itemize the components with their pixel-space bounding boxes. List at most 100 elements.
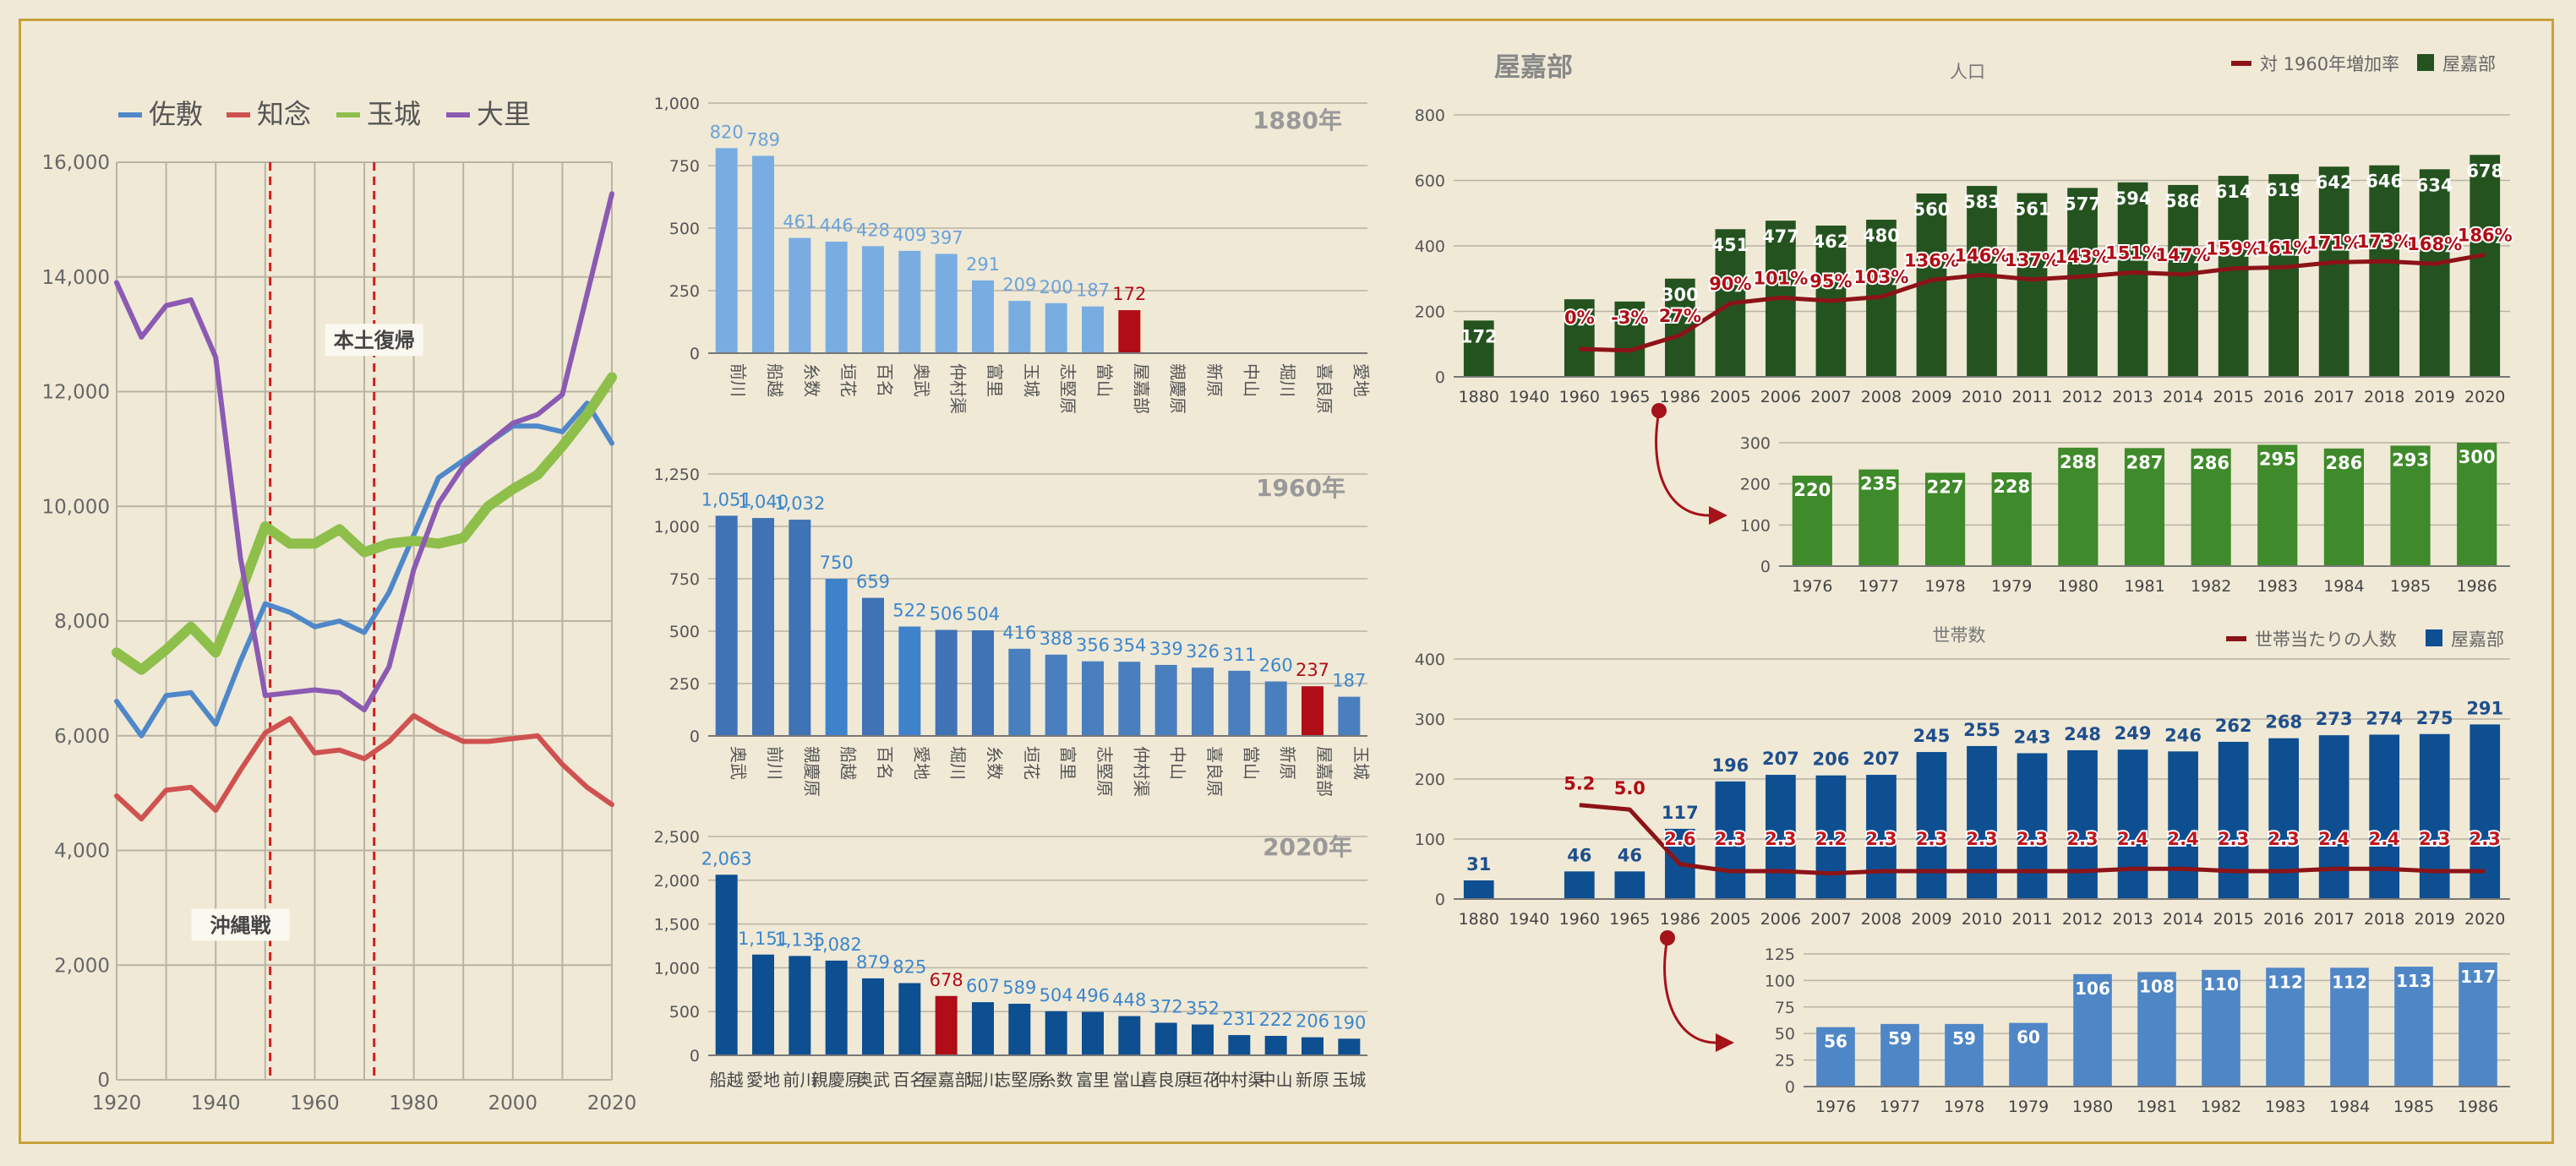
bar [1967,186,1997,377]
bar-value-label: 243 [2014,727,2051,747]
x-tick-label: 富里 [1058,746,1078,780]
y-tick-label: 250 [669,675,700,694]
y-tick-label: 750 [669,157,700,176]
legend-swatch [2426,629,2442,646]
bar-value-label: 46 [1618,845,1642,865]
bar [1118,662,1141,736]
bar [2067,188,2098,377]
bar-value-label: 187 [1332,671,1366,691]
bar-value-label: 561 [2014,199,2051,220]
x-tick-label: 1977 [1880,1098,1920,1116]
bar-value-label: 642 [2316,172,2353,193]
x-tick-label: 新原 [1278,746,1298,780]
bar [1228,670,1251,736]
y-tick-label: 250 [669,282,700,301]
bar-value-label: 1,135 [774,929,825,950]
bar [2318,735,2350,899]
x-tick-label: 2014 [2163,388,2203,406]
persons-label: 5.2 [1564,774,1595,794]
annotation-label: 本土復帰 [334,329,415,352]
series-line-1 [114,713,614,822]
bar-value-label: 820 [710,122,744,142]
x-tick-label: 前川 [783,1070,816,1090]
bar [1880,1023,1919,1087]
y-tick-label: 1,000 [654,959,700,978]
rate-label: 146% [1955,245,2010,265]
bar-value-label: 196 [1711,755,1749,776]
persons-label: 2.3 [2066,829,2098,849]
bar [1564,299,1595,377]
x-tick-label: 2005 [1710,388,1750,406]
legend-label: 対 1960年増加率 [2260,54,2399,74]
persons-label: 2.3 [1765,829,1796,849]
rate-label: 90% [1709,274,1751,294]
y-tick-label: 200 [1415,771,1445,789]
bar-value-label: 291 [966,254,1000,275]
x-tick-label: 喜良原 [1314,363,1334,414]
annotation-box [325,324,423,357]
y-tick-label: 500 [669,623,700,641]
connector-arrows [1651,403,1734,1052]
x-tick-label: 2016 [2263,388,2304,406]
rate-label: 27% [1659,306,1701,326]
x-tick-label: 船越 [710,1070,744,1090]
bar-value-label: 295 [2259,449,2296,469]
bar [2202,969,2240,1087]
x-tick-label: 船越 [838,746,859,780]
bar [1945,1023,1984,1087]
bar-chart-yakabu-households-detail: 0 25 50 75 100 125 56 1976 59 1977 59 1978 60 1979 106… [1765,945,2510,1116]
y-tick-label: 300 [1415,711,1445,729]
y-tick-label: 4,000 [54,841,110,863]
bar-value-label: 354 [1112,635,1146,656]
x-tick-label: 玉城 [1021,363,1041,397]
y-tick-label: 12,000 [42,382,110,404]
bar-value-label: 248 [2064,724,2101,744]
bar [789,956,811,1055]
bar-value-label: 231 [1222,1009,1256,1029]
bar [715,874,738,1055]
bar [2266,967,2305,1087]
bar [1045,302,1067,353]
series-line-0 [114,400,614,738]
bar-value-label: 200 [1040,277,1073,297]
bar [1866,775,1897,899]
x-tick-label: 1979 [2008,1098,2049,1116]
x-tick-label: 1986 [2457,577,2497,596]
legend-label: 大里 [477,98,531,130]
y-tick-label: 100 [1415,831,1445,849]
x-tick-label: 2017 [2313,388,2354,406]
bar-value-label: 789 [746,129,780,150]
bar-value-label: 286 [2325,453,2362,473]
x-tick-label: 1880 [1459,388,1499,406]
x-tick-label: 堀川 [966,1070,1000,1090]
x-tick-label: 2008 [1861,388,1902,406]
bar [825,579,848,736]
bar-value-label: 260 [1259,656,1293,676]
bar [935,629,958,736]
connector-curve [1663,937,1716,1044]
x-tick-label: 1983 [2265,1098,2306,1116]
bar-value-label: 117 [1662,803,1699,823]
bar [1614,301,1645,377]
persons-label: 2.4 [2117,829,2148,849]
x-tick-label: 2010 [1962,388,2002,406]
rate-label: 0% [1564,308,1595,328]
x-tick-label: 糸数 [1040,1070,1073,1090]
bar [1264,1036,1287,1055]
x-tick-label: 2016 [2263,910,2304,929]
bar [1082,306,1104,353]
bar-value-label: 2,063 [701,848,752,869]
persons-label: 2.3 [1865,829,1897,849]
y-tick-label: 14,000 [42,267,110,289]
bar-value-label: 446 [820,215,854,236]
bar [1463,320,1494,377]
connector-curve [1655,410,1710,517]
bar-value-label: 274 [2366,708,2403,728]
bar [825,241,848,353]
x-tick-label: 1960 [1559,910,1600,929]
x-tick-label: 2018 [2364,388,2404,406]
x-tick-label: 奥武 [911,363,931,397]
y-tick-label: 16,000 [42,152,110,174]
bar [972,1002,994,1055]
